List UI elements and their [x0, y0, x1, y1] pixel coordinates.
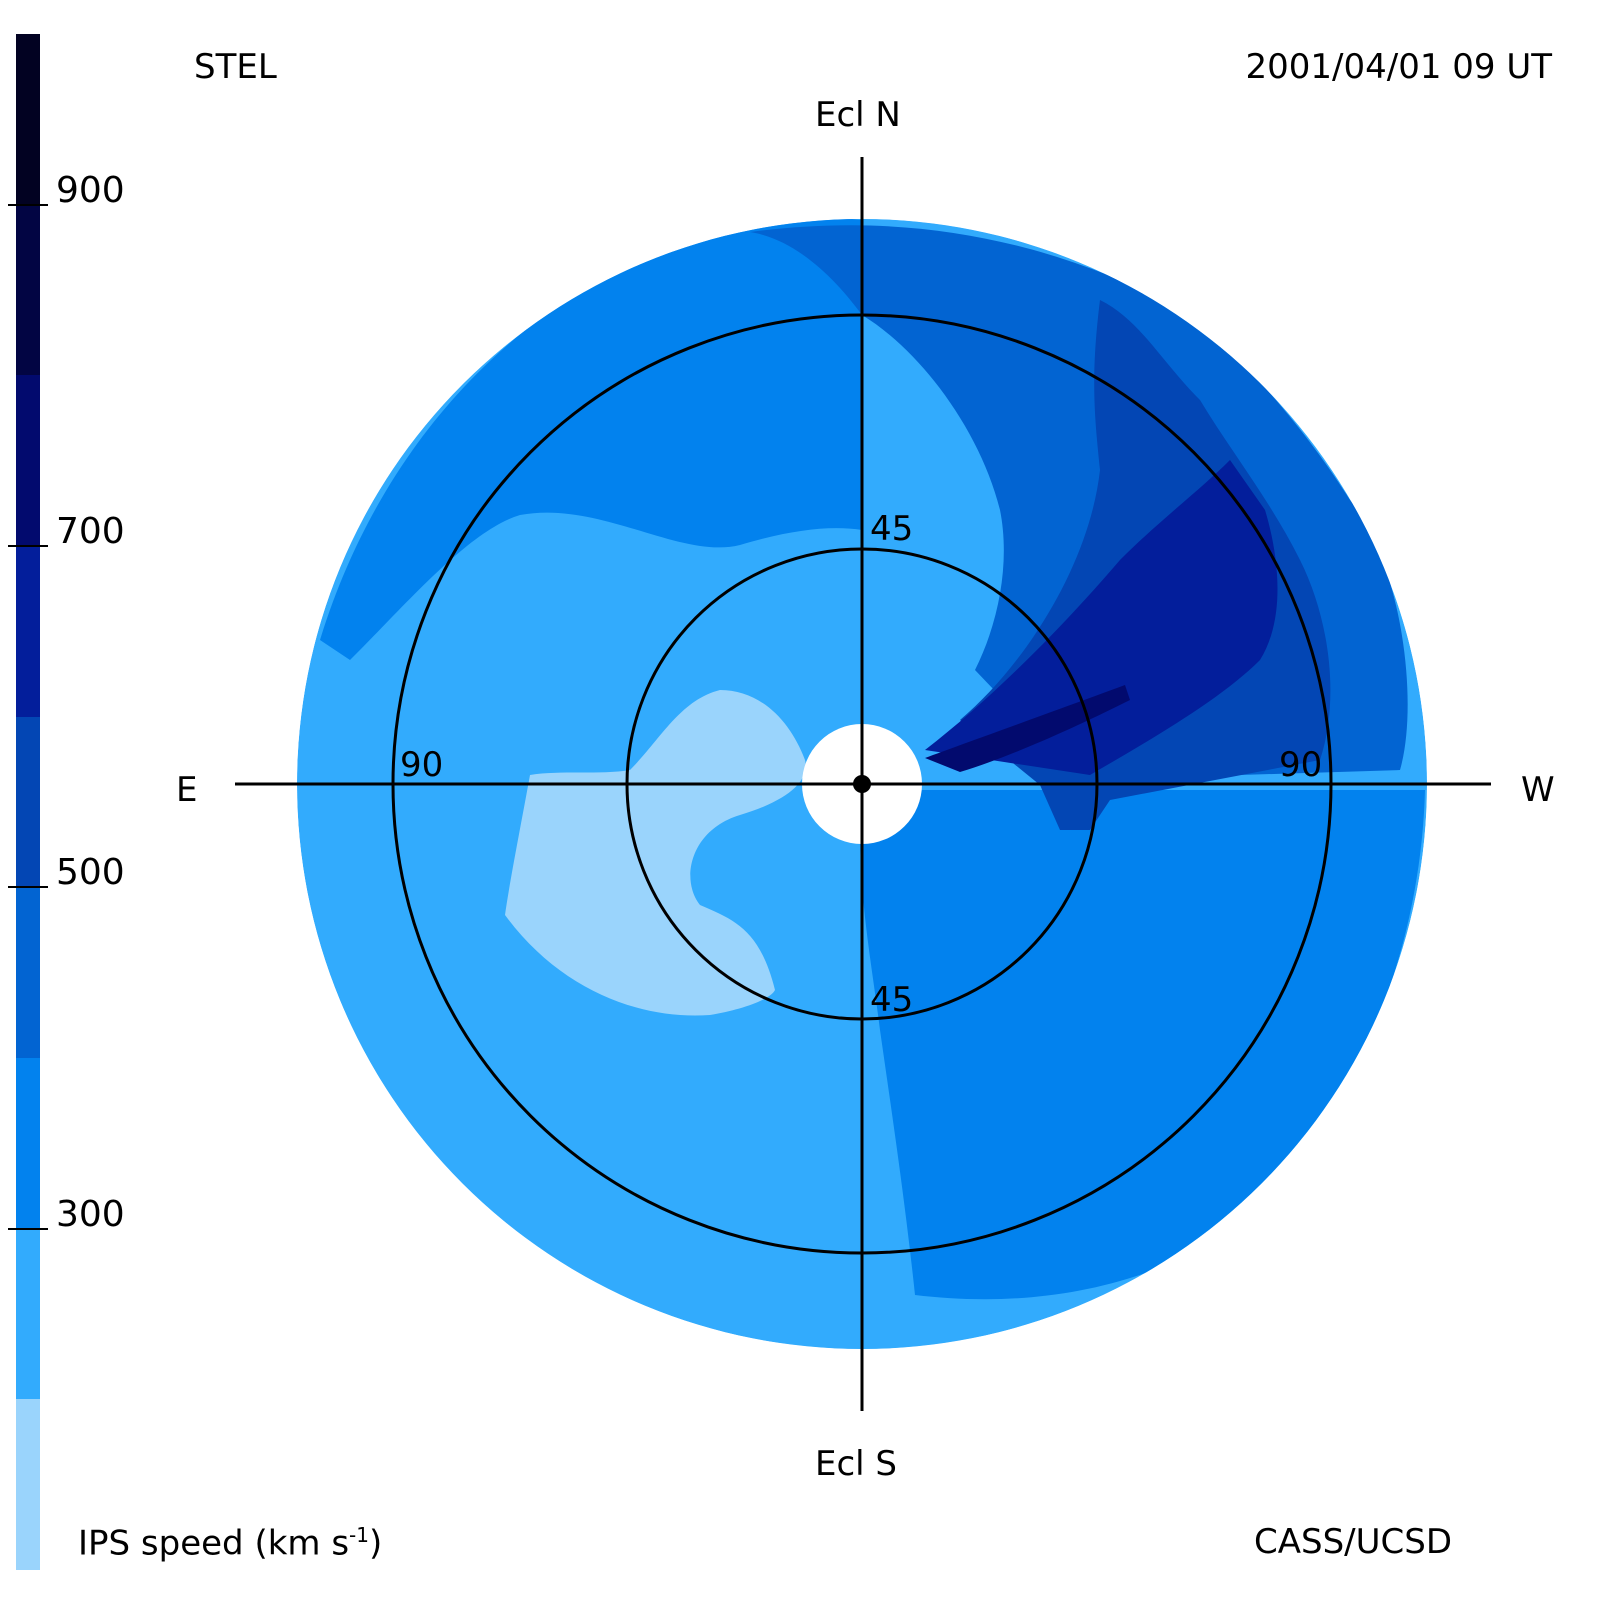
- colorbar-tick-label: 500: [56, 852, 125, 894]
- ring-label-west-90: 90: [1279, 745, 1323, 785]
- colorbar-tick: [8, 1227, 48, 1230]
- colorbar-tick-label: 700: [56, 511, 125, 552]
- speed-region-near-sun-western-core: [925, 685, 1130, 772]
- colorbar-tick: [8, 203, 48, 206]
- colorbar-level-7: [16, 204, 40, 376]
- east-label: E: [176, 770, 198, 810]
- quantity-label: IPS speed (km s-1): [78, 1525, 382, 1560]
- colorbar-level-0: [16, 1399, 40, 1570]
- colorbar-level-4: [16, 716, 40, 888]
- sun-center-marker: [853, 775, 871, 793]
- quantity-label-close: ): [369, 1523, 383, 1564]
- speed-region-southeast-inner-arc: [505, 690, 806, 1016]
- ecliptic-north-label: Ecl N: [815, 95, 901, 135]
- ring-label-north-45: 45: [870, 509, 914, 549]
- credit-label: CASS/UCSD: [1254, 1522, 1453, 1562]
- colorbar-tick-label: 900: [56, 169, 125, 211]
- ring-label-south-45: 45: [870, 980, 914, 1020]
- colorbar-level-3: [16, 887, 40, 1058]
- station-label: STEL: [194, 47, 277, 87]
- colorbar-level-5: [16, 546, 40, 717]
- colorbar-level-8: [16, 34, 40, 205]
- colorbar-tick: [8, 886, 48, 889]
- west-label: W: [1521, 770, 1555, 810]
- colorbar: [16, 34, 40, 1570]
- speed-region-northwest-high-speed-stream: [925, 460, 1278, 775]
- speed-region-southwest-quadrant: [860, 790, 1425, 1300]
- timestamp-label: 2001/04/01 09 UT: [1245, 47, 1553, 87]
- quantity-label-text: IPS speed (km s: [78, 1523, 350, 1564]
- colorbar-tick: [8, 545, 48, 547]
- ring-label-east-90: 90: [400, 745, 444, 785]
- colorbar-level-2: [16, 1058, 40, 1229]
- colorbar-level-6: [16, 375, 40, 546]
- colorbar-level-1: [16, 1228, 40, 1400]
- colorbar-tick-label: 300: [56, 1193, 125, 1235]
- quantity-label-exponent: -1: [349, 1523, 369, 1547]
- ecliptic-south-label: Ecl S: [815, 1444, 898, 1484]
